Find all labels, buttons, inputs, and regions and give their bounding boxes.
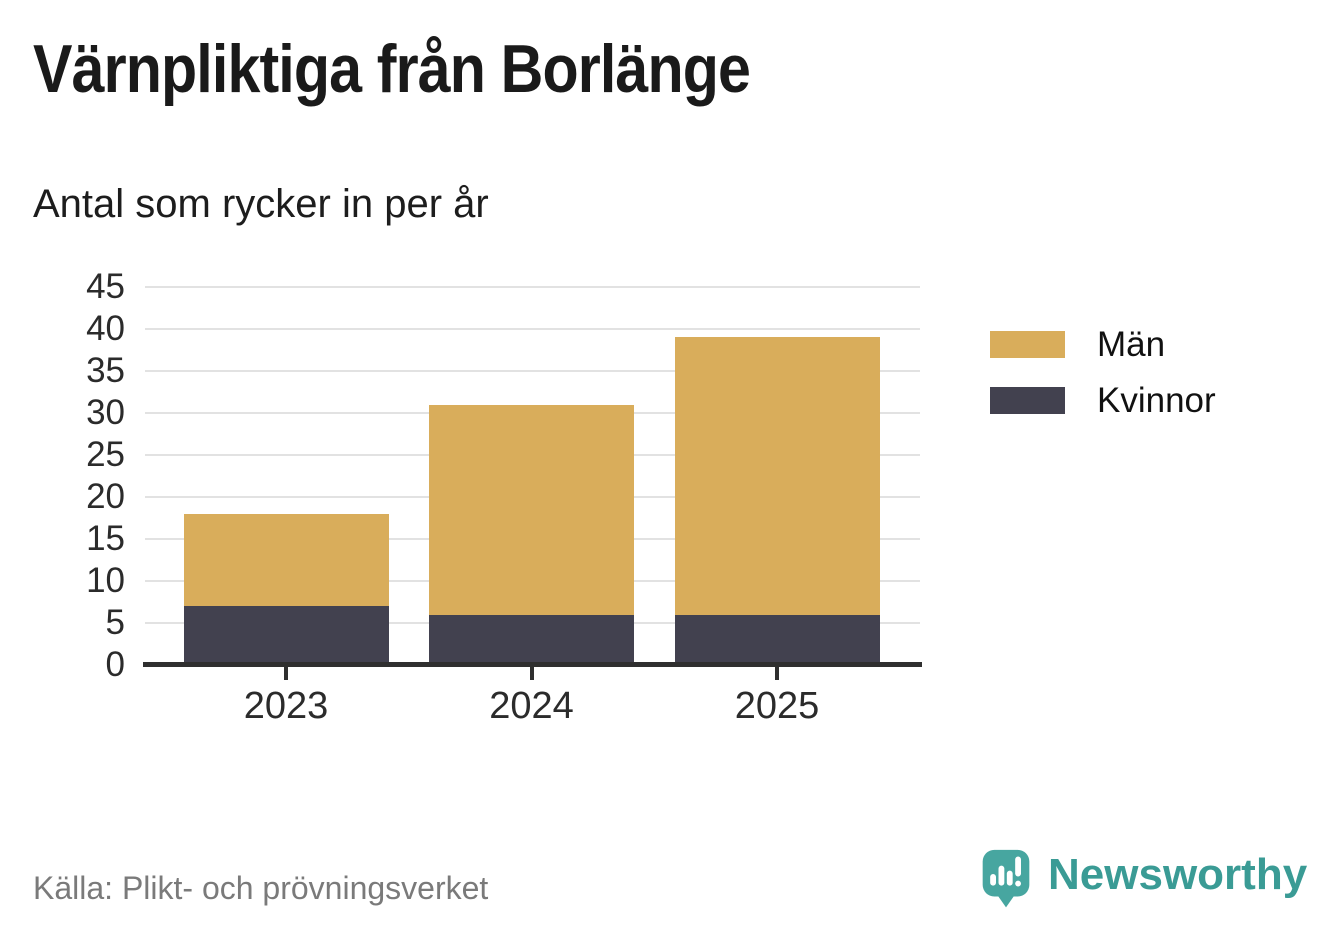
y-axis-label: 0 [105,645,125,684]
legend-swatch-women [990,387,1065,414]
bar-segment-2024-män [429,404,634,615]
y-axis-label: 25 [86,435,125,474]
y-axis-label: 15 [86,519,125,558]
y-axis-label: 30 [86,393,125,432]
brand-logo: Newsworthy [981,848,1307,910]
x-axis-tick [284,667,288,680]
x-axis-tick [529,667,534,680]
bar-segment-2023-kvinnor [183,606,389,665]
legend-swatch-men [990,331,1065,358]
gridline [145,370,920,372]
x-axis-line [143,662,922,667]
y-axis-label: 5 [105,603,125,642]
bar-segment-2025-män [674,337,880,615]
x-axis-label: 2024 [489,685,574,727]
x-axis-tick [775,667,779,680]
gridline [145,286,920,288]
legend-item-women: Kvinnor [990,381,1216,420]
plot-area: 0 5 10 15 20 25 30 35 40 45 2023 2024 2025 [86,267,922,727]
y-axis-label: 40 [86,309,125,348]
chart-subtitle: Antal som rycker in per år [33,182,489,226]
bar-segment-2025-kvinnor [674,614,880,665]
gridline [145,328,920,330]
source-note: Källa: Plikt- och prövningsverket [33,870,489,906]
legend-label-women: Kvinnor [1097,381,1216,420]
legend-item-men: Män [990,325,1216,364]
x-axis-label: 2023 [243,685,329,727]
newsworthy-logo-icon [982,849,1030,908]
x-axis-label: 2025 [734,685,820,727]
bar-segment-2024-kvinnor [429,614,634,665]
brand-name: Newsworthy [1048,850,1308,899]
y-axis-label: 20 [86,477,125,516]
y-axis-label: 35 [86,351,125,390]
legend-label-men: Män [1097,325,1166,364]
y-axis-label: 45 [86,267,125,306]
bar-segment-2023-män [183,513,389,607]
legend: Män Kvinnor [990,325,1216,443]
y-axis-label: 10 [86,561,125,600]
chart-title: Värnpliktiga från Borlänge [33,31,751,107]
